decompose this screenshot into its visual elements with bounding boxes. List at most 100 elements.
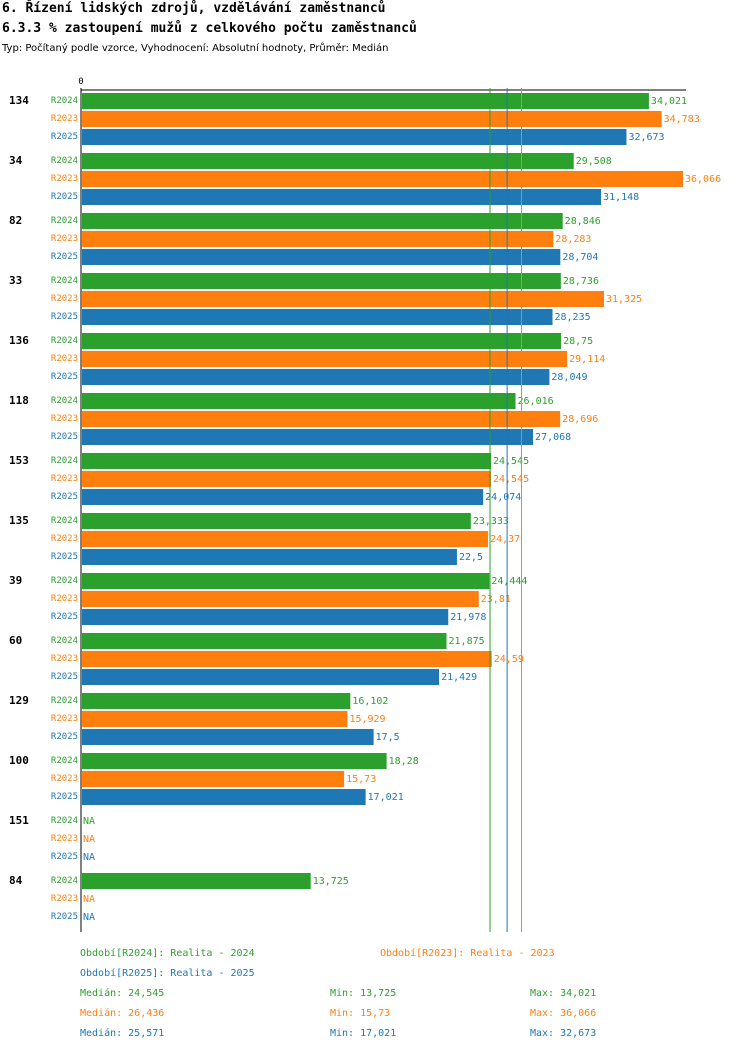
data-label: 34,783: [664, 114, 700, 125]
series-label: R2025: [51, 732, 78, 742]
bar: [82, 213, 563, 229]
bar-chart: 0 134 R2024 34,021 R2023 34,783 R2025 32,673 34 R…: [9, 77, 721, 932]
group-label: 82: [9, 214, 22, 227]
series-label: R2024: [51, 516, 78, 526]
series-label: R2025: [51, 492, 78, 502]
group-label: 129: [9, 694, 29, 707]
bar: [82, 153, 574, 169]
bar: [82, 273, 561, 289]
group-label: 153: [9, 454, 29, 467]
data-label: 24,444: [491, 576, 527, 587]
legend-r2025: Období[R2025]: Realita - 2025: [80, 968, 255, 979]
series-label: R2024: [51, 756, 78, 766]
series-label: R2024: [51, 276, 78, 286]
bar: [82, 489, 484, 505]
bar: [82, 693, 351, 709]
series-label: R2025: [51, 552, 78, 562]
data-label: 26,016: [518, 396, 554, 407]
stat-median-r2025: Medián: 25,571: [80, 1028, 165, 1039]
series-label: R2024: [51, 96, 78, 106]
bar: [82, 711, 348, 727]
bar: [82, 633, 447, 649]
data-label: NA: [83, 894, 95, 905]
bar: [82, 669, 440, 685]
stat-max-r2025: Max: 32,673: [530, 1028, 597, 1039]
group-label: 134: [9, 94, 29, 107]
data-label: 24,37: [490, 534, 520, 545]
data-label: 28,736: [563, 276, 599, 287]
series-label: R2025: [51, 852, 78, 862]
data-label: 28,704: [562, 252, 598, 263]
data-label: 23,333: [473, 516, 509, 527]
data-label: 17,021: [368, 792, 404, 803]
bar: [82, 471, 492, 487]
bar: [82, 189, 602, 205]
bar: [82, 411, 561, 427]
bar: [82, 369, 550, 385]
stat-max-r2023: Max: 36,066: [530, 1008, 597, 1019]
series-label: R2025: [51, 252, 78, 262]
bar: [82, 609, 449, 625]
series-label: R2023: [51, 894, 78, 904]
data-label: 22,5: [459, 552, 483, 563]
group-label: 118: [9, 394, 29, 407]
series-label: R2024: [51, 216, 78, 226]
bar: [82, 429, 534, 445]
data-label: 13,725: [313, 876, 349, 887]
data-label: 36,066: [685, 174, 721, 185]
group-label: 60: [9, 634, 22, 647]
series-label: R2023: [51, 414, 78, 424]
series-label: R2024: [51, 696, 78, 706]
group-label: 135: [9, 514, 29, 527]
data-label: 21,978: [450, 612, 486, 623]
series-label: R2024: [51, 336, 78, 346]
bar: [82, 753, 387, 769]
series-label: R2023: [51, 594, 78, 604]
series-label: R2023: [51, 174, 78, 184]
data-label: 21,429: [441, 672, 477, 683]
series-label: R2024: [51, 576, 78, 586]
data-label: 28,283: [555, 234, 591, 245]
series-label: R2025: [51, 432, 78, 442]
bar: [82, 549, 457, 565]
bar: [82, 789, 366, 805]
stat-median-r2024: Medián: 24,545: [80, 988, 165, 999]
data-label: 31,325: [606, 294, 642, 305]
data-label: 34,021: [651, 96, 687, 107]
bar: [82, 309, 553, 325]
bar: [82, 393, 516, 409]
data-label: 28,846: [565, 216, 601, 227]
series-label: R2025: [51, 792, 78, 802]
data-label: 15,73: [346, 774, 376, 785]
bar: [82, 729, 374, 745]
series-label: R2023: [51, 474, 78, 484]
chart-subtitle: 6.3.3 % zastoupení mužů z celkového počt…: [2, 21, 417, 36]
data-label: 24,545: [493, 456, 529, 467]
series-label: R2024: [51, 636, 78, 646]
data-label: 31,148: [603, 192, 639, 203]
group-label: 34: [9, 154, 23, 167]
data-label: 17,5: [376, 732, 400, 743]
series-label: R2023: [51, 774, 78, 784]
bar: [82, 771, 345, 787]
data-label: 27,068: [535, 432, 571, 443]
data-label: 15,929: [349, 714, 385, 725]
bar: [82, 231, 554, 247]
series-label: R2025: [51, 912, 78, 922]
bar: [82, 591, 479, 607]
group-label: 84: [9, 874, 23, 887]
series-label: R2023: [51, 114, 78, 124]
data-label: NA: [83, 816, 95, 827]
bar: [82, 573, 490, 589]
bar: [82, 333, 562, 349]
data-label: 28,75: [563, 336, 593, 347]
bar: [82, 291, 604, 307]
series-label: R2024: [51, 156, 78, 166]
chart-description: Typ: Počítaný podle vzorce, Vyhodnocení:…: [2, 43, 389, 54]
group-label: 39: [9, 574, 22, 587]
series-label: R2024: [51, 816, 78, 826]
group-label: 100: [9, 754, 29, 767]
series-label: R2024: [51, 456, 78, 466]
data-label: 23,81: [481, 594, 511, 605]
bar: [82, 171, 683, 187]
